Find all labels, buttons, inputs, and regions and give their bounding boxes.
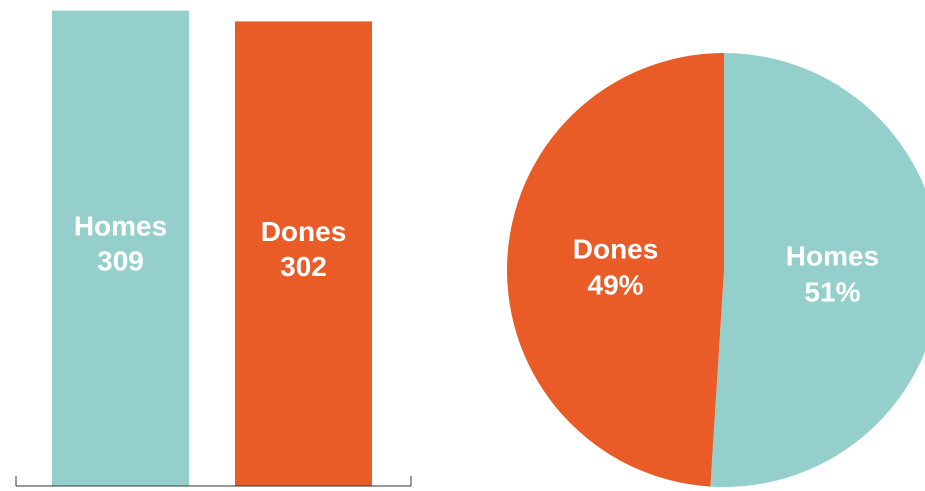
bar-value-dones: 302: [280, 251, 327, 282]
bar-chart: Homes 309 Dones 302: [15, 10, 412, 487]
pie-label-homes: Homes: [786, 240, 879, 271]
bar-homes: [52, 10, 189, 486]
pie-label-dones: Dones: [573, 234, 659, 265]
pie-value-homes: 51%: [804, 276, 860, 307]
bar-label-dones: Dones: [261, 216, 347, 247]
bar-label-homes: Homes: [74, 211, 167, 242]
pie-slice-dones: [506, 53, 724, 487]
pie-slice-homes: [710, 53, 925, 487]
pie-value-dones: 49%: [588, 270, 644, 301]
pie-chart: Homes 51% Dones 49%: [506, 53, 925, 487]
bar-value-homes: 309: [97, 246, 144, 277]
bar-dones: [235, 21, 372, 487]
